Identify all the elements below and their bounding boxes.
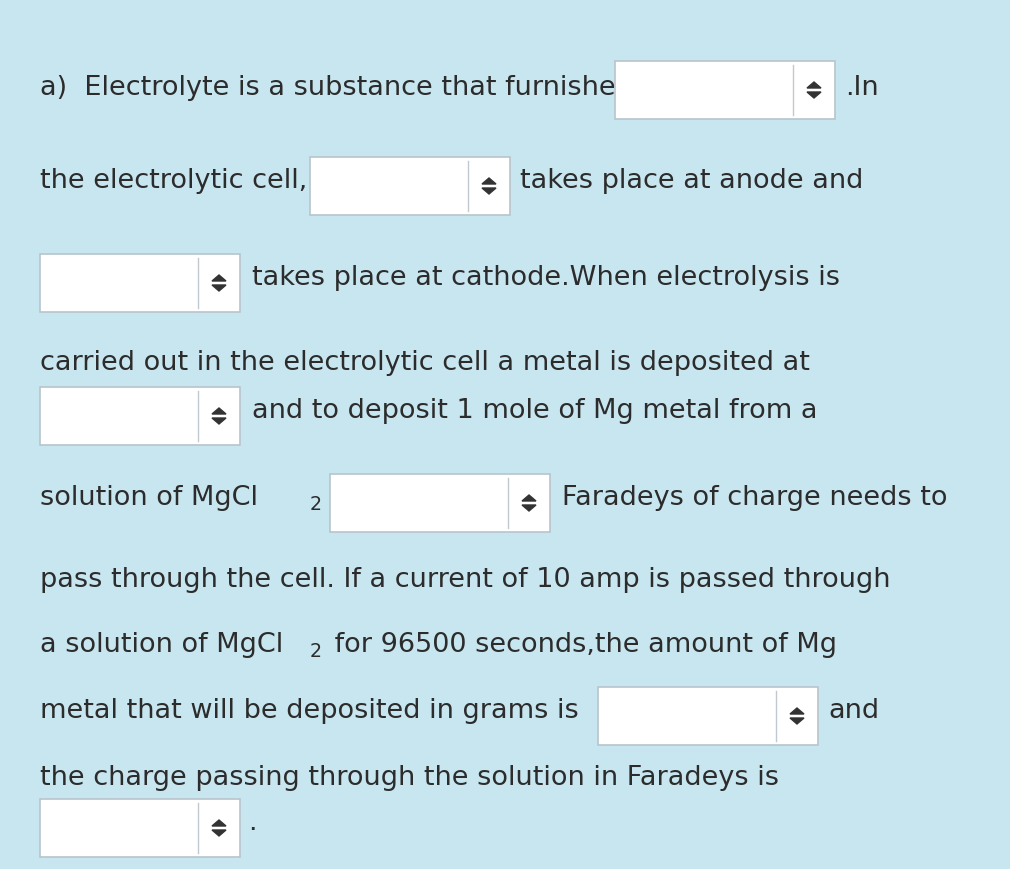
Text: 2: 2 [310, 494, 322, 514]
Polygon shape [212, 830, 226, 836]
Text: .: . [248, 809, 257, 835]
Text: takes place at cathode.When electrolysis is: takes place at cathode.When electrolysis… [252, 265, 840, 290]
Bar [310, 158, 510, 216]
Polygon shape [790, 718, 804, 724]
Text: 2: 2 [310, 641, 322, 660]
Text: the electrolytic cell,: the electrolytic cell, [40, 168, 307, 194]
Polygon shape [212, 820, 226, 826]
Text: a)  Electrolyte is a substance that furnishes: a) Electrolyte is a substance that furni… [40, 75, 638, 101]
Polygon shape [212, 408, 226, 415]
Polygon shape [522, 495, 536, 501]
Polygon shape [807, 93, 821, 99]
Text: takes place at anode and: takes place at anode and [520, 168, 864, 194]
Text: pass through the cell. If a current of 10 amp is passed through: pass through the cell. If a current of 1… [40, 567, 891, 593]
Bar [40, 388, 240, 446]
Bar [598, 687, 818, 745]
Bar [330, 474, 550, 533]
Text: Faradeys of charge needs to: Faradeys of charge needs to [562, 484, 947, 510]
Polygon shape [212, 286, 226, 292]
Text: and: and [828, 697, 879, 723]
Polygon shape [212, 419, 226, 425]
Text: metal that will be deposited in grams is: metal that will be deposited in grams is [40, 697, 579, 723]
Polygon shape [522, 506, 536, 512]
Polygon shape [212, 275, 226, 282]
Text: for 96500 seconds,the amount of Mg: for 96500 seconds,the amount of Mg [326, 631, 837, 657]
Bar [40, 799, 240, 857]
Polygon shape [482, 179, 496, 185]
Text: and to deposit 1 mole of Mg metal from a: and to deposit 1 mole of Mg metal from a [252, 397, 817, 423]
Polygon shape [790, 708, 804, 714]
Bar [40, 255, 240, 313]
Text: the charge passing through the solution in Faradeys is: the charge passing through the solution … [40, 764, 779, 790]
Polygon shape [482, 189, 496, 195]
Bar [615, 62, 835, 120]
Text: carried out in the electrolytic cell a metal is deposited at: carried out in the electrolytic cell a m… [40, 349, 810, 375]
Text: solution of MgCl: solution of MgCl [40, 484, 258, 510]
Polygon shape [807, 83, 821, 89]
Text: a solution of MgCl: a solution of MgCl [40, 631, 283, 657]
Text: .In: .In [845, 75, 879, 101]
